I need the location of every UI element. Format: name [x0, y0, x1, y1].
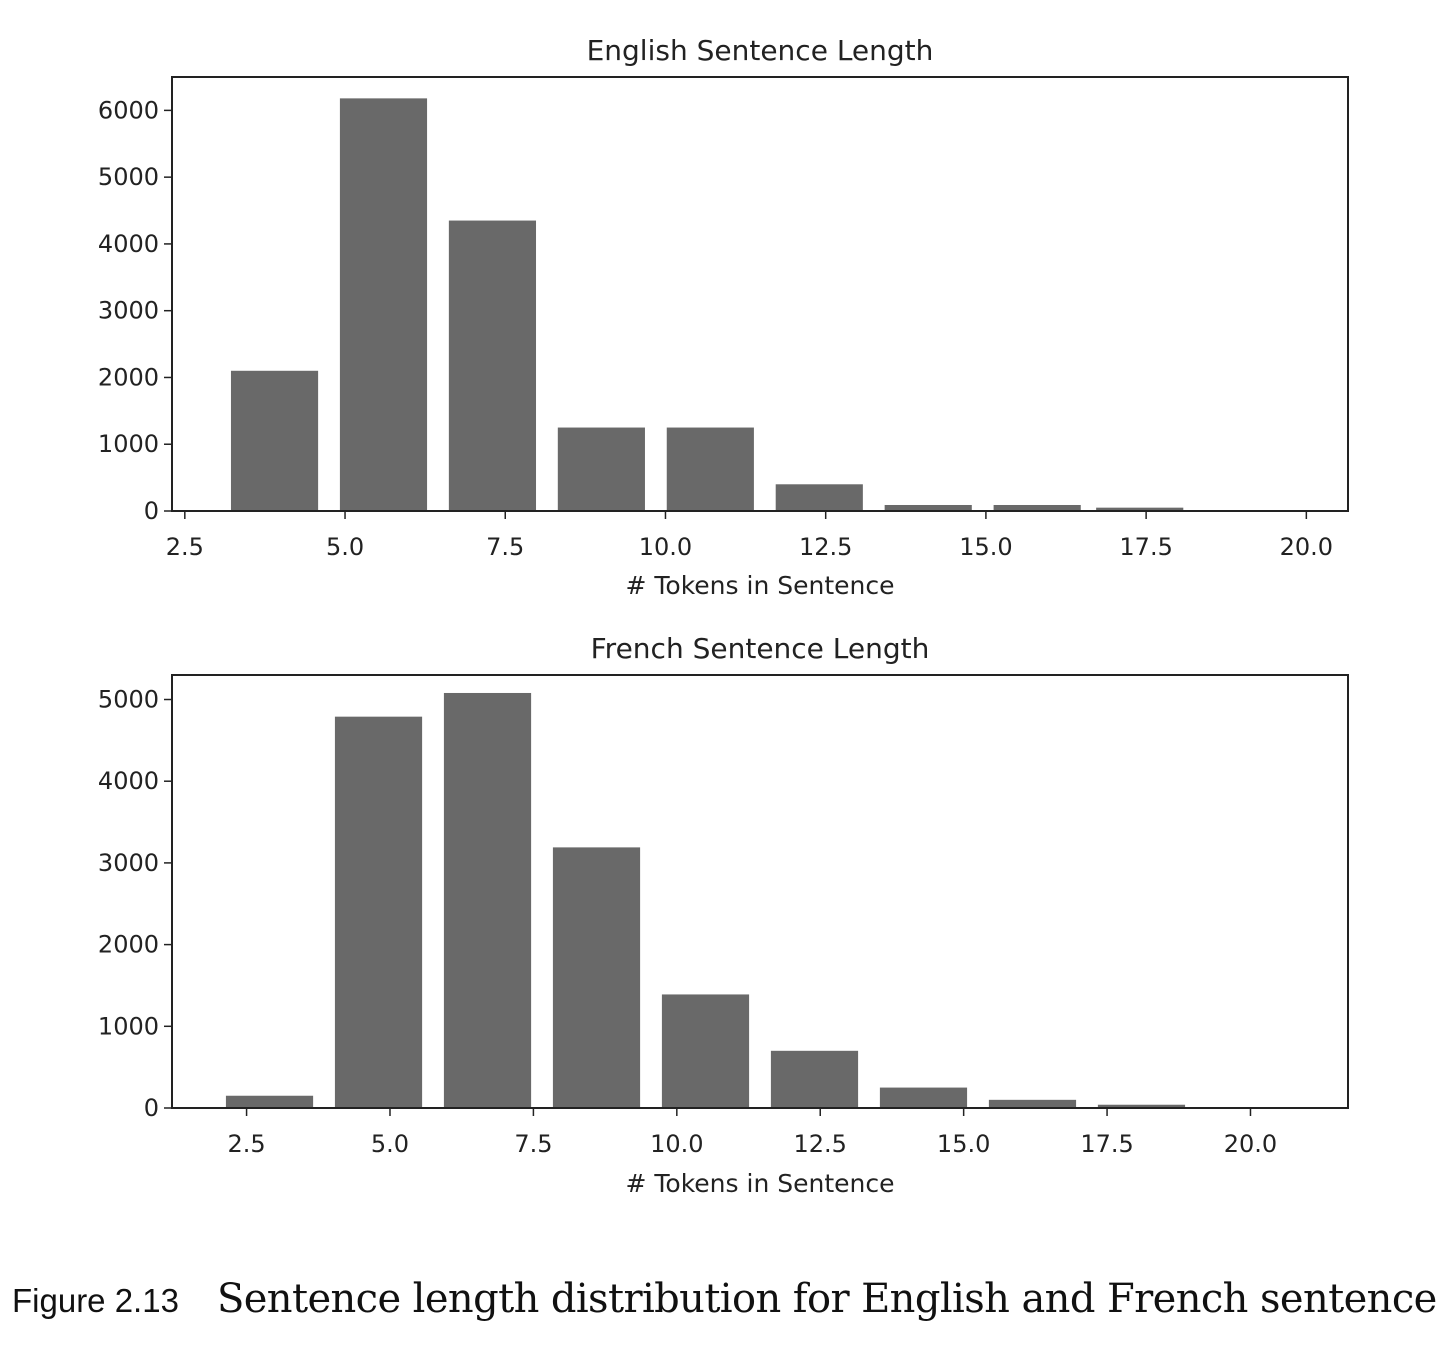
- bar-5: [770, 1050, 859, 1108]
- bar-7: [988, 1099, 1077, 1108]
- y-tick-label: 3000: [98, 297, 159, 325]
- x-tick-label: 15.0: [937, 1130, 990, 1158]
- y-tick-label: 6000: [98, 96, 159, 124]
- y-tick-label: 0: [144, 1094, 159, 1122]
- y-tick-label: 3000: [98, 849, 159, 877]
- x-tick-label: 12.5: [799, 533, 852, 561]
- bar-4: [661, 994, 750, 1108]
- y-tick-label: 1000: [98, 430, 159, 458]
- y-tick-label: 5000: [98, 686, 159, 714]
- bar-8: [1097, 1104, 1186, 1108]
- caption-text: Sentence length distribution for English…: [216, 1276, 1438, 1322]
- caption-label: Figure 2.13: [12, 1282, 179, 1319]
- x-tick-label: 15.0: [959, 533, 1012, 561]
- bar-0: [230, 370, 319, 511]
- bar-5: [775, 484, 863, 511]
- y-tick-label: 1000: [98, 1012, 159, 1040]
- x-tick-label: 20.0: [1280, 533, 1333, 561]
- bar-2: [448, 220, 537, 512]
- x-tick-label: 5.0: [326, 533, 364, 561]
- bar-6: [884, 504, 972, 511]
- bar-0: [225, 1095, 314, 1108]
- x-tick-label: 10.0: [639, 533, 692, 561]
- x-tick-label: 2.5: [166, 533, 204, 561]
- plot-frame: [171, 76, 1349, 512]
- bar-3: [557, 427, 645, 511]
- y-tick-label: 0: [144, 497, 159, 525]
- x-axis-label: # Tokens in Sentence: [626, 571, 895, 600]
- bar-8: [1096, 507, 1184, 511]
- bar-7: [993, 504, 1081, 511]
- x-tick-label: 20.0: [1224, 1130, 1277, 1158]
- chart-title: English Sentence Length: [587, 34, 934, 67]
- x-tick-label: 7.5: [486, 533, 524, 561]
- x-axis-label: # Tokens in Sentence: [626, 1169, 895, 1198]
- x-tick-label: 17.5: [1119, 533, 1172, 561]
- bar-6: [879, 1087, 968, 1108]
- x-tick-label: 10.0: [650, 1130, 703, 1158]
- y-tick-label: 4000: [98, 767, 159, 795]
- french-chart: 0 1000 2000 3000 4000 5000 2.5 5.0 7.5 10.0 12.5 15…: [98, 632, 1349, 1198]
- chart-title: French Sentence Length: [591, 632, 930, 665]
- x-tick-label: 7.5: [514, 1130, 552, 1158]
- english-chart: 0 1000 2000 3000 4000 5000 6000 2.5 5.0 7.5 10.0 12…: [98, 34, 1349, 600]
- y-tick-label: 5000: [98, 163, 159, 191]
- figure-caption: Figure 2.13 Sentence length distribution…: [12, 1276, 1438, 1322]
- x-tick-label: 17.5: [1080, 1130, 1133, 1158]
- y-tick-label: 2000: [98, 931, 159, 959]
- bar-1: [339, 98, 428, 512]
- bar-1: [334, 716, 423, 1108]
- x-tick-label: 12.5: [794, 1130, 847, 1158]
- y-tick-label: 4000: [98, 230, 159, 258]
- y-tick-label: 2000: [98, 363, 159, 391]
- bar-4: [666, 427, 754, 511]
- bar-2: [443, 692, 532, 1108]
- plot-frame: [171, 674, 1349, 1109]
- x-tick-label: 5.0: [371, 1130, 409, 1158]
- bar-3: [552, 847, 641, 1108]
- x-tick-label: 2.5: [227, 1130, 265, 1158]
